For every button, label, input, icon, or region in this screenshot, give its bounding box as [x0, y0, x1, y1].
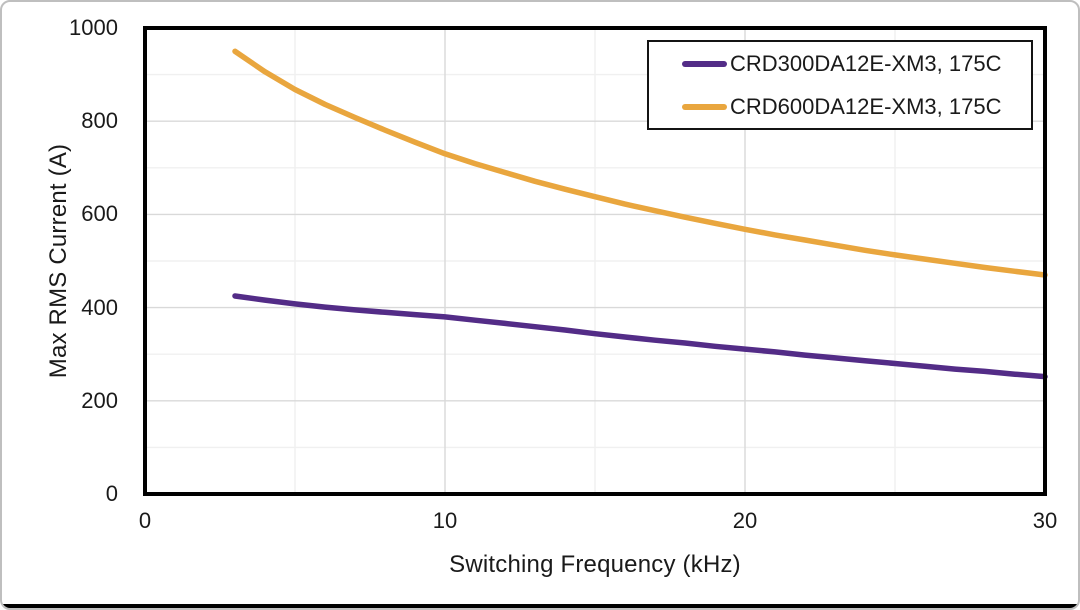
y-axis-title: Max RMS Current (A) — [45, 143, 72, 379]
legend-label-crd600: CRD600DA12E-XM3, 175C — [730, 93, 1002, 119]
y-tick-label-200: 200 — [81, 387, 118, 413]
y-tick-label-800: 800 — [81, 108, 118, 134]
y-tick-label-600: 600 — [81, 201, 118, 227]
x-tick-label-20: 20 — [732, 508, 758, 533]
legend-label-crd300: CRD300DA12E-XM3, 175C — [730, 50, 1002, 76]
y-tick-label-0: 0 — [105, 481, 118, 506]
legend-item-crd600: CRD600DA12E-XM3, 175C — [649, 94, 1031, 120]
x-tick-label-0: 0 — [138, 508, 152, 533]
y-tick-label-400: 400 — [81, 294, 118, 320]
legend-item-crd300: CRD300DA12E-XM3, 175C — [649, 51, 1031, 77]
legend-line-swatch-crd300 — [682, 60, 727, 67]
chart-legend: CRD300DA12E-XM3, 175C CRD600DA12E-XM3, 1… — [647, 40, 1033, 130]
series-line-0 — [232, 293, 1048, 380]
y-tick-label-1000: 1000 — [69, 15, 118, 40]
plot-area-frame — [143, 26, 1047, 496]
bottom-divider-line — [2, 604, 1078, 608]
x-tick-label-30: 30 — [1032, 508, 1058, 533]
x-axis-title: Switching Frequency (kHz) — [449, 551, 741, 578]
x-tick-label-10: 10 — [432, 508, 458, 533]
series-line-1 — [232, 48, 1048, 278]
legend-line-swatch-crd600 — [682, 103, 727, 110]
